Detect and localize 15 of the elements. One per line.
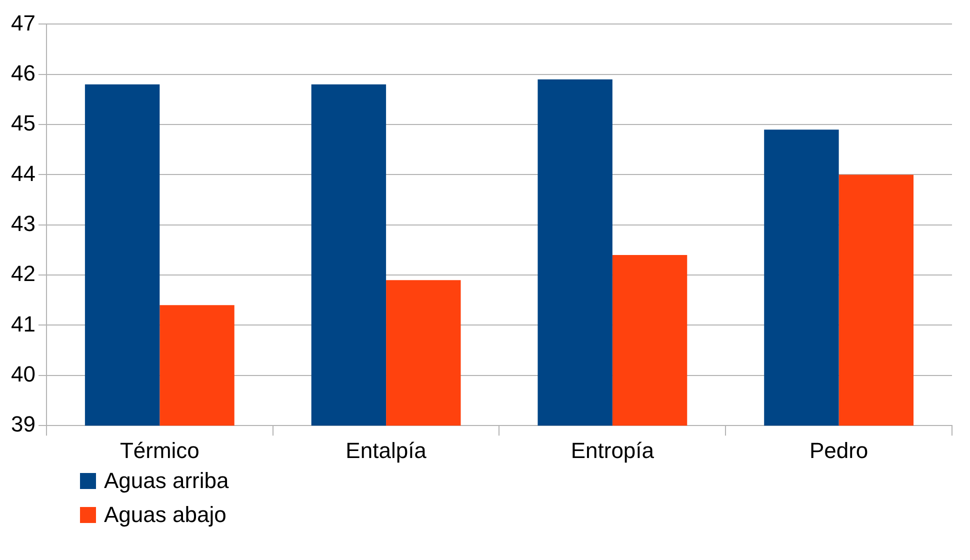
x-tick-label: Entalpía xyxy=(346,438,428,463)
y-tick-label: 46 xyxy=(10,60,36,86)
x-tick-label: Pedro xyxy=(809,438,868,463)
y-tick-label: 42 xyxy=(10,261,36,286)
y-tick-label: 40 xyxy=(10,361,36,386)
legend-label: Aguas arriba xyxy=(104,468,229,494)
x-tick-label: Térmico xyxy=(120,438,200,463)
y-tick-label: 47 xyxy=(10,10,36,36)
y-tick-label: 45 xyxy=(10,110,36,136)
x-tick-label: Entropía xyxy=(570,438,655,463)
y-tick-label: 41 xyxy=(10,311,36,336)
y-tick-label: 39 xyxy=(10,412,36,437)
y-tick-label: 44 xyxy=(10,160,36,186)
y-tick-label: 43 xyxy=(10,210,36,236)
legend-label: Aguas abajo xyxy=(104,502,226,528)
